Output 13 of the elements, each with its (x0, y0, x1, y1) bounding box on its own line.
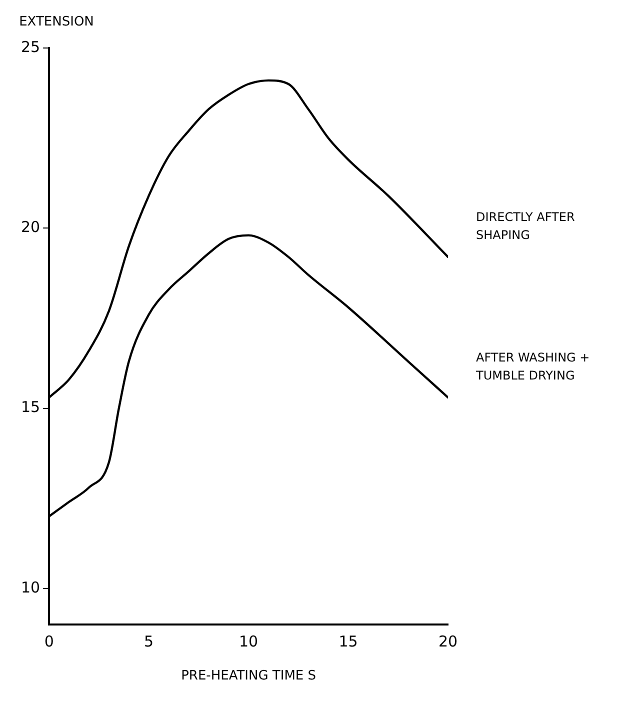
y-tick-label: 15 (20, 398, 40, 416)
y-tick-label: 20 (20, 218, 40, 236)
text: AFTER WASHING + TUMBLE DRYING (475, 350, 590, 383)
text: DIRECTLY AFTER SHAPING (476, 210, 575, 242)
y-tick-label: 10 (20, 578, 40, 596)
x-tick-label: 0 (44, 632, 54, 650)
y-tick-label: 25 (20, 38, 40, 56)
y-axis-title: EXTENSION (19, 14, 94, 30)
x-tick-label: 5 (144, 632, 154, 650)
x-axis-title: PRE-HEATING TIME S (181, 668, 316, 684)
x-tick-label: 20 (438, 632, 458, 650)
x-tick-label: 10 (238, 632, 258, 650)
x-tick-label: 15 (338, 632, 358, 650)
